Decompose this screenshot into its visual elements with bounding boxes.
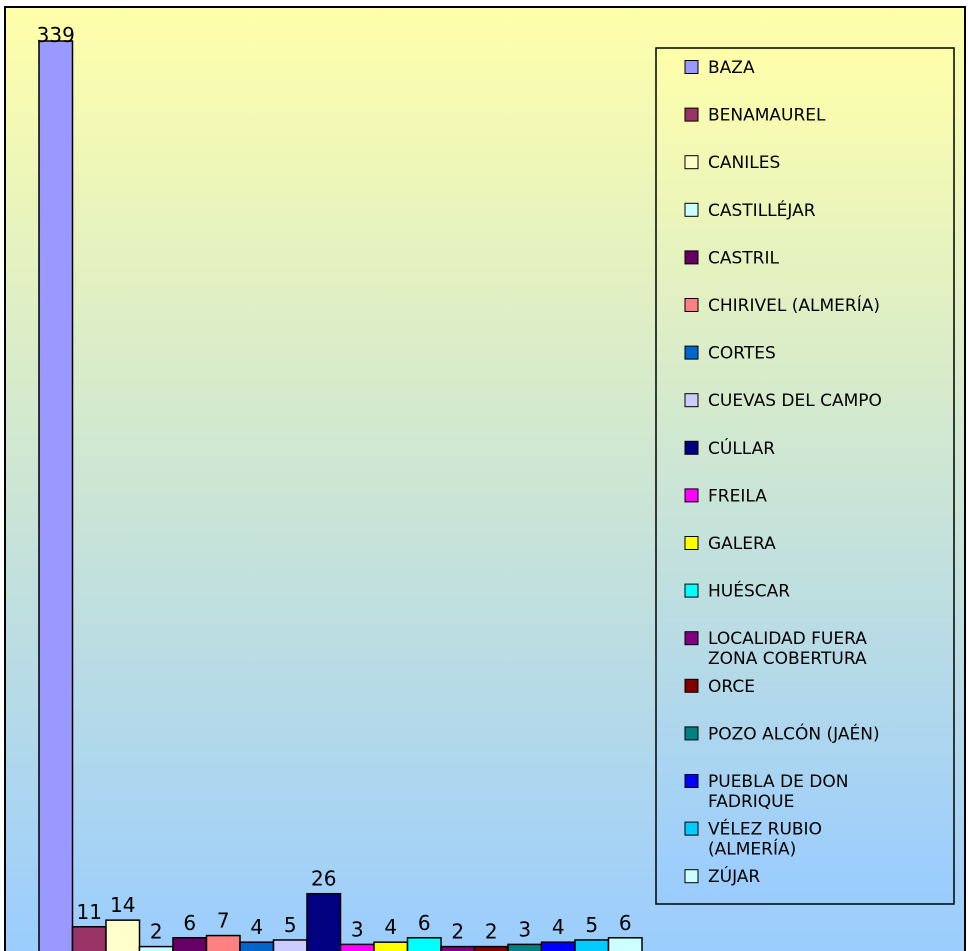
legend-swatch-baza	[684, 60, 699, 74]
bar-castril	[172, 937, 208, 951]
legend-swatch-castillejar	[684, 202, 699, 217]
bar-baza	[38, 40, 74, 951]
bar-caniles	[105, 919, 141, 951]
legend-swatch-localidad-fuera-zona-cobertura	[684, 631, 699, 646]
value-label-chirivel-almeria: 7	[217, 909, 230, 933]
value-label-velez-rubio-almeria: 5	[585, 913, 598, 937]
legend-swatch-pozo-alcon-jaen	[684, 726, 699, 741]
value-label-benamaurel: 11	[77, 900, 102, 924]
legend-swatch-orce	[684, 678, 699, 693]
legend-item-huescar: HUÉSCAR	[684, 580, 790, 602]
bar-chirivel-almeria	[205, 934, 241, 951]
bar-zujar	[607, 937, 643, 951]
legend-swatch-cortes	[684, 345, 699, 360]
value-label-freila: 3	[351, 917, 364, 941]
legend-item-puebla-de-don-fadrique: PUEBLA DE DON FADRIQUE	[684, 772, 848, 812]
legend-label-baza: BAZA	[708, 58, 755, 78]
value-label-huescar: 6	[418, 911, 431, 935]
bar-cuevas-del-campo	[272, 939, 308, 951]
legend-label-caniles: CANILES	[708, 153, 780, 173]
legend-label-chirivel-almeria: CHIRIVEL (ALMERÍA)	[708, 294, 880, 316]
bar-castillejar	[138, 945, 174, 951]
legend-label-cullar: CÚLLAR	[708, 437, 775, 459]
legend-swatch-cullar	[684, 440, 699, 455]
legend-label-puebla-de-don-fadrique: PUEBLA DE DON FADRIQUE	[708, 772, 848, 812]
legend-item-pozo-alcon-jaen: POZO ALCÓN (JAÉN)	[684, 722, 880, 744]
bar-benamaurel	[71, 926, 107, 951]
bar-cortes	[239, 941, 275, 951]
value-label-localidad-fuera-zona-cobertura: 2	[451, 920, 464, 944]
value-label-castillejar: 2	[150, 920, 163, 944]
legend-swatch-huescar	[684, 583, 699, 598]
legend-swatch-galera	[684, 536, 699, 550]
legend-label-benamaurel: BENAMAUREL	[708, 106, 826, 126]
value-label-puebla-de-don-fadrique: 4	[552, 915, 565, 939]
legend-label-zujar: ZÚJAR	[708, 865, 760, 887]
value-label-cuevas-del-campo: 5	[284, 913, 297, 937]
value-label-pozo-alcon-jaen: 3	[518, 917, 531, 941]
legend-item-cullar: CÚLLAR	[684, 437, 775, 459]
legend-label-localidad-fuera-zona-cobertura: LOCALIDAD FUERA ZONA COBERTURA	[708, 629, 867, 669]
bars-group	[38, 40, 643, 951]
legend-item-freila: FREILA	[684, 486, 767, 506]
legend-swatch-velez-rubio-almeria	[684, 821, 699, 836]
legend-swatch-cuevas-del-campo	[684, 393, 699, 408]
legend-item-localidad-fuera-zona-cobertura: LOCALIDAD FUERA ZONA COBERTURA	[684, 629, 867, 669]
value-label-cortes: 4	[250, 915, 263, 939]
legend-item-orce: ORCE	[684, 677, 755, 697]
legend-item-benamaurel: BENAMAUREL	[684, 106, 826, 126]
legend-swatch-castril	[684, 250, 699, 265]
bar-puebla-de-don-fadrique	[540, 941, 576, 951]
value-label-castril: 6	[183, 911, 196, 935]
bar-orce	[473, 945, 509, 951]
legend-item-castril: CASTRIL	[684, 248, 780, 268]
legend-swatch-caniles	[684, 155, 699, 170]
legend-box	[655, 47, 955, 905]
bar-cullar	[306, 892, 342, 951]
bar-velez-rubio-almeria	[574, 939, 610, 951]
value-label-baza: 339	[37, 23, 75, 47]
legend-label-cuevas-del-campo: CUEVAS DEL CAMPO	[708, 391, 882, 411]
legend-swatch-puebla-de-don-fadrique	[684, 774, 699, 788]
legend-label-huescar: HUÉSCAR	[708, 580, 790, 602]
legend-item-caniles: CANILES	[684, 153, 780, 173]
legend-swatch-chirivel-almeria	[684, 298, 699, 312]
value-label-orce: 2	[485, 920, 498, 944]
legend-item-galera: GALERA	[684, 534, 776, 554]
legend-label-castillejar: CASTILLÉJAR	[708, 199, 816, 221]
bar-huescar	[406, 937, 442, 951]
legend-label-galera: GALERA	[708, 534, 776, 554]
legend-item-velez-rubio-almeria: VÉLEZ RUBIO (ALMERÍA)	[684, 818, 822, 860]
legend-swatch-freila	[684, 488, 699, 503]
bar-freila	[339, 943, 375, 951]
value-label-cullar: 26	[311, 867, 336, 891]
legend-item-zujar: ZÚJAR	[684, 865, 760, 887]
legend-label-velez-rubio-almeria: VÉLEZ RUBIO (ALMERÍA)	[708, 818, 822, 860]
legend-label-castril: CASTRIL	[708, 248, 780, 268]
bar-localidad-fuera-zona-cobertura	[440, 945, 476, 951]
legend: BAZA BENAMAUREL CANILES CASTILLÉJAR CASTRIL C…	[655, 47, 955, 905]
legend-label-pozo-alcon-jaen: POZO ALCÓN (JAÉN)	[708, 722, 880, 744]
legend-item-chirivel-almeria: CHIRIVEL (ALMERÍA)	[684, 294, 880, 316]
value-label-galera: 4	[384, 915, 397, 939]
legend-item-cortes: CORTES	[684, 344, 776, 364]
legend-label-freila: FREILA	[708, 486, 767, 506]
legend-item-cuevas-del-campo: CUEVAS DEL CAMPO	[684, 391, 882, 411]
value-label-zujar: 6	[619, 911, 632, 935]
legend-item-baza: BAZA	[684, 58, 755, 78]
bar-pozo-alcon-jaen	[507, 943, 543, 951]
legend-item-castillejar: CASTILLÉJAR	[684, 199, 816, 221]
legend-label-orce: ORCE	[708, 677, 755, 697]
legend-swatch-zujar	[684, 869, 699, 884]
value-label-caniles: 14	[110, 893, 135, 917]
bar-galera	[373, 941, 409, 951]
legend-swatch-benamaurel	[684, 107, 699, 122]
legend-label-cortes: CORTES	[708, 344, 776, 364]
